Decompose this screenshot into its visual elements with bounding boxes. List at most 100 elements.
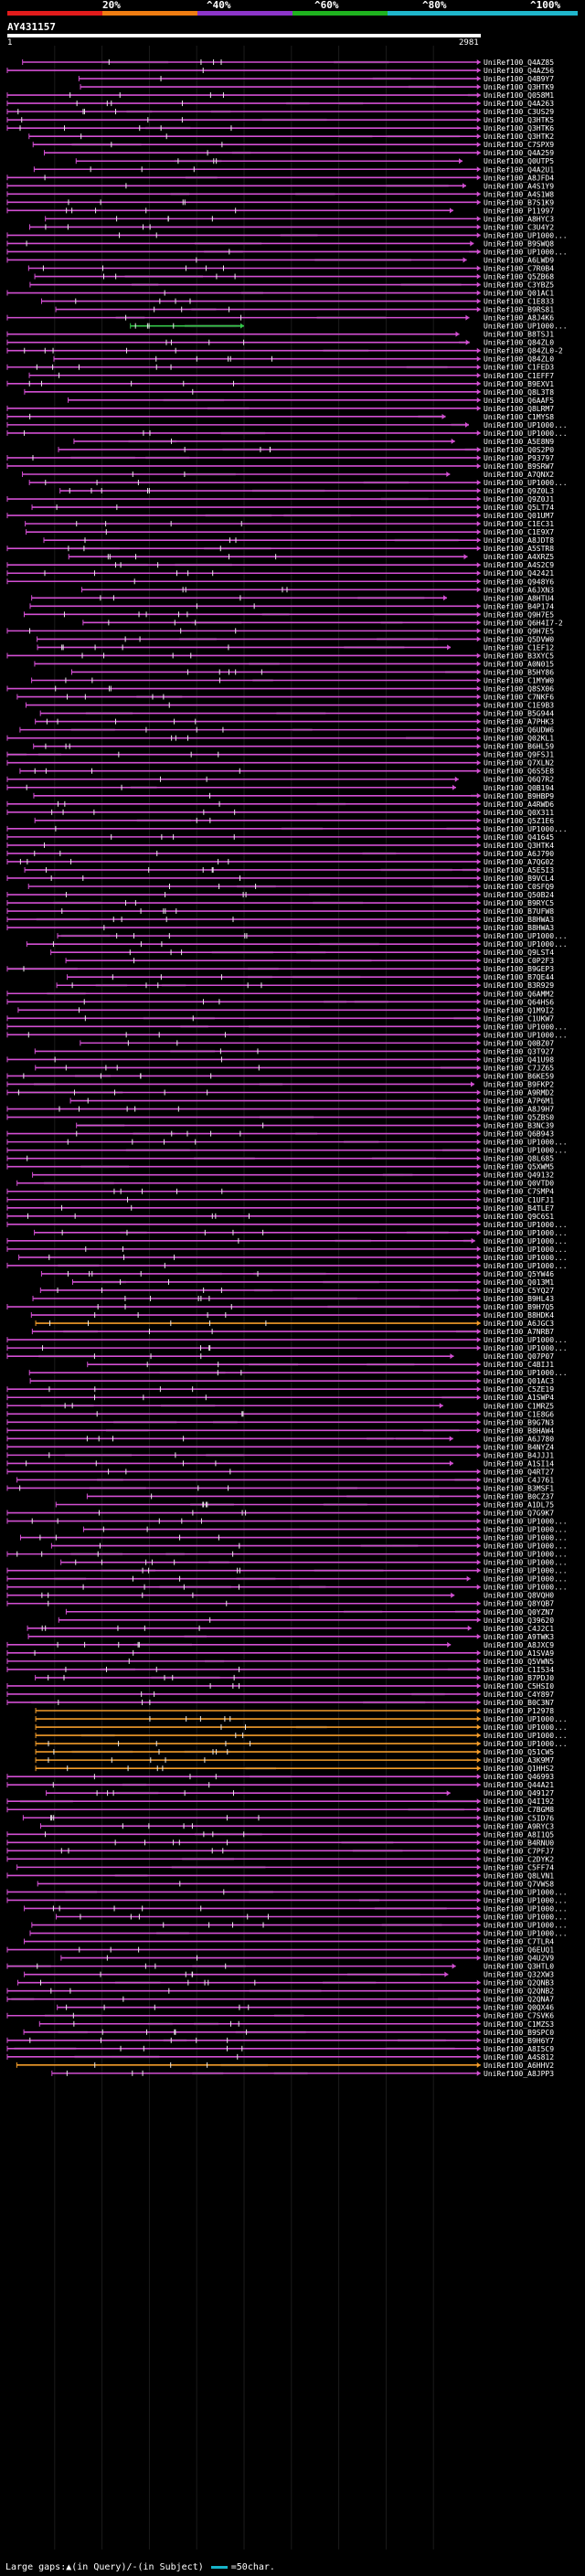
hit-end-arrow-195 (476, 1666, 481, 1672)
hit-end-arrow-17 (476, 199, 481, 206)
hit-end-arrow-68 (476, 620, 481, 626)
subject-label-134: UniRef100_Q5XWM5 (484, 1163, 554, 1171)
subject-label-60: UniRef100_A4XRZ5 (484, 553, 554, 561)
subject-label-242: UniRef100_A4S812 (484, 2053, 554, 2062)
hit-end-arrow-172 (476, 1477, 481, 1483)
subject-label-189: UniRef100_Q39620 (484, 1617, 554, 1625)
hit-end-arrow-100 (476, 884, 481, 889)
subject-label-139: UniRef100_B4TLE7 (484, 1204, 554, 1213)
subject-label-15: UniRef100_A4S1Y9 (484, 182, 554, 190)
subject-label-56: UniRef100_C1EC31 (484, 520, 554, 528)
hit-end-arrow-243 (476, 2062, 481, 2068)
legend-fifty-char-label: =50char. (230, 2562, 275, 2572)
subject-label-37: UniRef100_C1FED3 (484, 364, 554, 372)
hit-end-arrow-13 (476, 166, 481, 173)
hit-end-arrow-89 (476, 792, 481, 799)
hit-end-arrow-168 (476, 1444, 481, 1450)
subject-label-62: UniRef100_Q42421 (484, 569, 554, 578)
subject-label-224: UniRef100_UP1000... (484, 1904, 568, 1913)
subject-label-227: UniRef100_UP1000... (484, 1930, 568, 1938)
subject-label-5: UniRef100_Q4A263 (484, 100, 554, 108)
subject-label-77: UniRef100_C7NKF6 (484, 694, 554, 702)
hit-end-arrow-205 (476, 1749, 481, 1755)
subject-label-12: UniRef100_Q0UTP5 (484, 157, 554, 165)
subject-label-176: UniRef100_Q7G9K7 (484, 1510, 554, 1518)
hit-end-arrow-45 (476, 429, 481, 436)
hit-end-arrow-234 (476, 1988, 481, 1994)
subject-label-166: UniRef100_B8HAW4 (484, 1426, 554, 1435)
subject-label-215: UniRef100_A8I1Q5 (484, 1830, 554, 1839)
hit-end-arrow-8 (476, 125, 481, 132)
hit-end-arrow-181 (476, 1551, 481, 1557)
subject-label-137: UniRef100_C7SMP4 (484, 1188, 554, 1196)
subject-label-244: UniRef100_A8JPP3 (484, 2070, 554, 2078)
hit-end-arrow-132 (476, 1147, 481, 1153)
subject-label-16: UniRef100_A4S1W8 (484, 190, 554, 198)
hit-end-arrow-196 (476, 1674, 481, 1680)
hit-end-arrow-139 (476, 1204, 481, 1211)
hit-end-arrow-37 (476, 364, 481, 370)
hit-end-arrow-103 (476, 908, 481, 915)
hit-end-arrow-29 (476, 298, 481, 304)
subject-label-126: UniRef100_A7P6M1 (484, 1097, 554, 1106)
hit-end-arrow-171 (476, 1468, 481, 1475)
hit-end-arrow-80 (476, 718, 481, 725)
hit-end-arrow-2 (476, 76, 481, 82)
subject-label-201: UniRef100_UP1000... (484, 1715, 568, 1723)
subject-label-30: UniRef100_B9RS81 (484, 306, 554, 314)
hit-end-arrow-150 (476, 1296, 481, 1301)
subject-label-219: UniRef100_C5FF74 (484, 1863, 554, 1871)
hit-end-arrow-208 (476, 1774, 481, 1780)
subject-label-87: UniRef100_Q6Q7R2 (484, 776, 554, 784)
hit-end-arrow-216 (476, 1839, 481, 1846)
hit-end-arrow-204 (476, 1741, 481, 1747)
subject-label-107: UniRef100_UP1000... (484, 940, 568, 949)
hit-end-arrow-187 (476, 1600, 481, 1606)
hit-end-arrow-122 (476, 1065, 481, 1071)
subject-label-175: UniRef100_A1DL75 (484, 1501, 554, 1510)
hit-end-arrow-67 (476, 611, 481, 618)
subject-label-43: UniRef100_C1MYS8 (484, 413, 554, 421)
subject-label-171: UniRef100_Q4RT27 (484, 1468, 554, 1476)
query-end-position: 2981 (459, 38, 479, 48)
subject-label-106: UniRef100_UP1000... (484, 932, 568, 940)
subject-label-234: UniRef100_Q2QNB2 (484, 1988, 554, 1996)
hit-end-arrow-241 (476, 2045, 481, 2051)
hit-end-arrow-98 (476, 866, 481, 873)
hit-end-arrow-39 (476, 380, 481, 387)
subject-label-67: UniRef100_Q9H7E5 (484, 610, 554, 619)
hit-end-arrow-63 (476, 578, 481, 585)
hit-end-arrow-110 (476, 966, 481, 972)
subject-label-199: UniRef100_B0C3N7 (484, 1699, 554, 1707)
hit-end-arrow-64 (476, 587, 481, 593)
hit-end-arrow-44 (464, 421, 469, 428)
hit-end-arrow-237 (476, 2012, 481, 2019)
subject-label-142: UniRef100_UP1000... (484, 1229, 568, 1237)
hit-end-arrow-11 (476, 150, 481, 156)
hit-end-arrow-65 (443, 595, 448, 601)
subject-label-220: UniRef100_Q8LVN1 (484, 1871, 554, 1880)
subject-label-84: UniRef100_Q9FSJ1 (484, 751, 554, 759)
subject-label-160: UniRef100_Q01AC3 (484, 1377, 554, 1385)
subject-label-92: UniRef100_Q5Z1E6 (484, 817, 554, 825)
hit-end-arrow-226 (476, 1922, 481, 1928)
hit-end-arrow-219 (476, 1864, 481, 1871)
subject-label-149: UniRef100_C5YQ27 (484, 1287, 554, 1295)
hit-end-arrow-217 (476, 1848, 481, 1854)
subject-label-143: UniRef100_UP1000... (484, 1237, 568, 1246)
subject-label-112: UniRef100_B3R929 (484, 981, 554, 990)
hit-end-arrow-143 (471, 1237, 475, 1244)
hit-end-arrow-207 (476, 1765, 481, 1772)
subject-label-8: UniRef100_Q3HTK6 (484, 124, 554, 133)
subject-label-226: UniRef100_UP1000... (484, 1922, 568, 1930)
hit-end-arrow-114 (476, 999, 481, 1005)
hit-end-arrow-160 (476, 1378, 481, 1384)
subject-label-109: UniRef100_C0P2F3 (484, 957, 554, 965)
hit-end-arrow-209 (476, 1782, 481, 1788)
hit-end-arrow-225 (476, 1913, 481, 1920)
hit-end-arrow-170 (449, 1460, 453, 1467)
subject-label-57: UniRef100_C1E9X7 (484, 528, 554, 536)
hit-end-arrow-66 (476, 603, 481, 610)
subject-label-204: UniRef100_UP1000... (484, 1740, 568, 1748)
hit-end-arrow-49 (476, 462, 481, 469)
